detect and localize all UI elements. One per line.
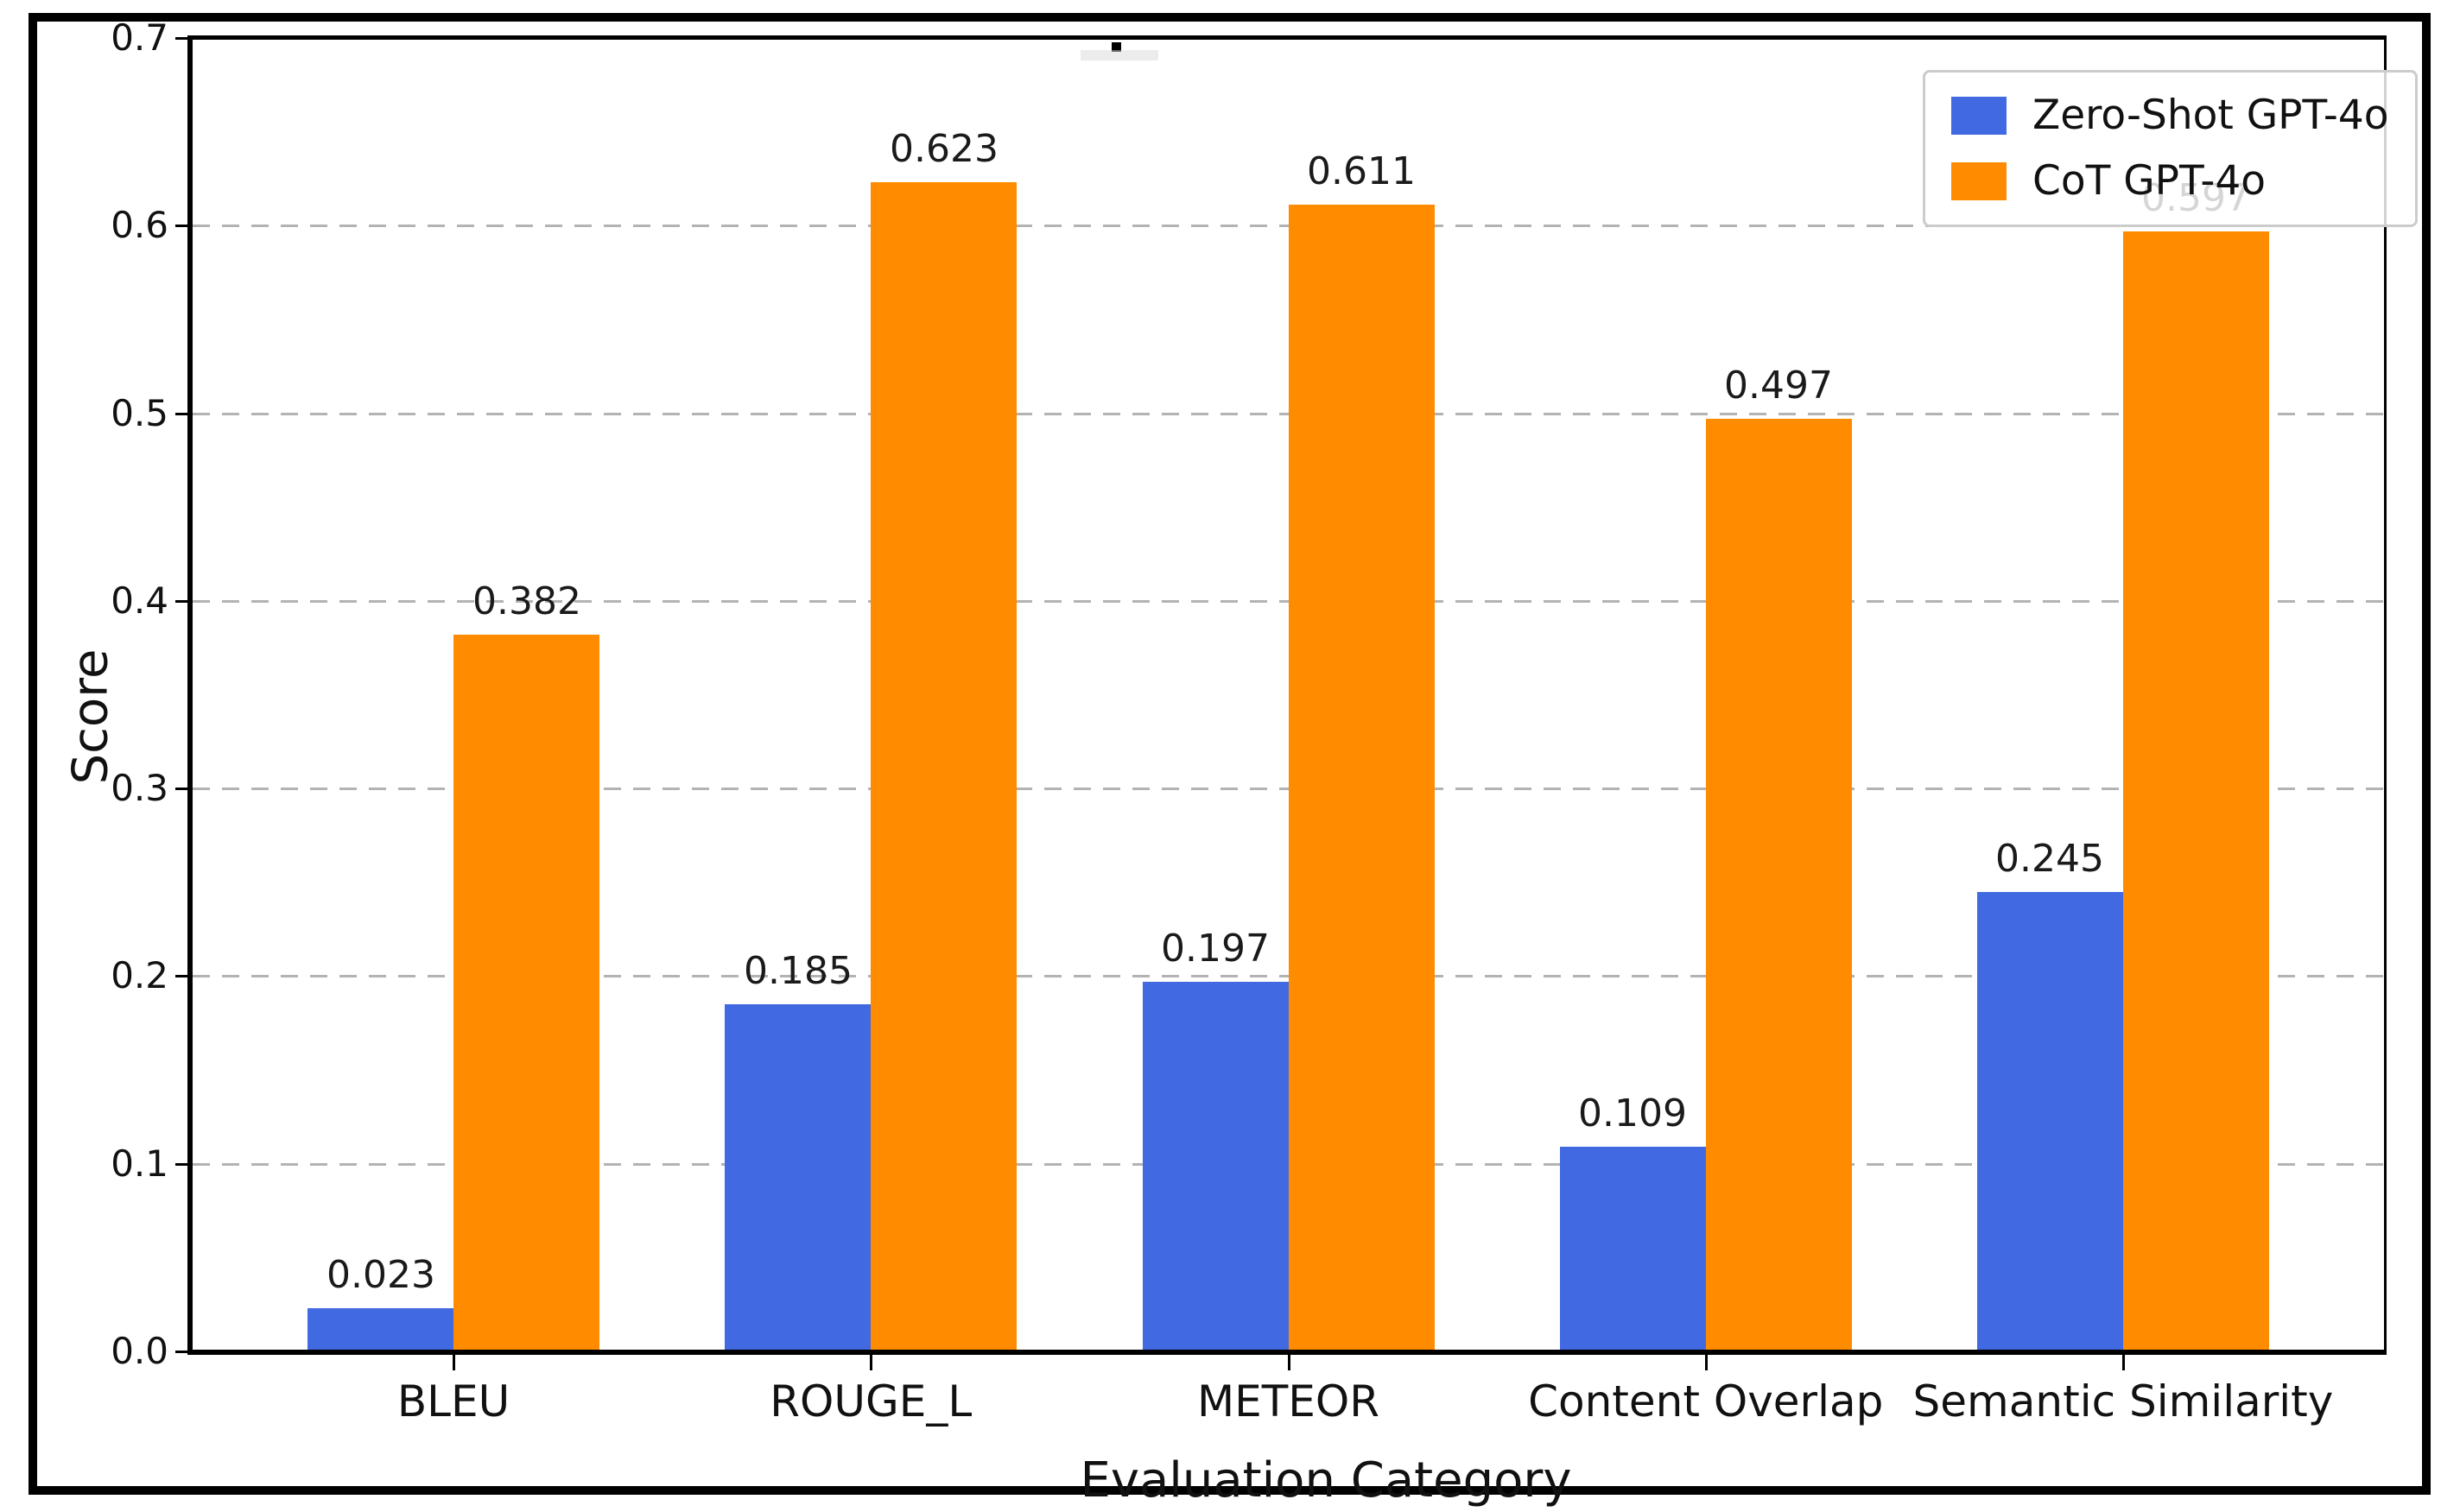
y-tick — [175, 37, 193, 40]
x-tick — [453, 1355, 456, 1370]
bar — [871, 182, 1017, 1353]
value-label: 0.245 — [1995, 837, 2104, 881]
y-tick — [175, 975, 193, 978]
legend-item: Zero-Shot GPT-4o — [1951, 92, 2389, 140]
value-label: 0.497 — [1724, 364, 1833, 408]
x-tick — [1287, 1355, 1290, 1370]
y-tick-label: 0.4 — [111, 579, 168, 622]
bottom-spine — [187, 1350, 2387, 1355]
y-axis-label: Score — [62, 648, 119, 785]
x-tick — [1704, 1355, 1708, 1370]
value-label: 0.197 — [1161, 927, 1270, 971]
x-tick-label: Semantic Similarity — [1912, 1376, 2334, 1427]
bar — [2123, 231, 2269, 1353]
x-tick-label: METEOR — [1197, 1376, 1379, 1427]
x-tick-label: ROUGE_L — [770, 1376, 973, 1427]
top-spine — [193, 35, 2384, 40]
x-tick-label: BLEU — [396, 1376, 510, 1427]
gridline — [193, 225, 2384, 228]
bar — [1706, 419, 1852, 1353]
y-tick-label: 0.2 — [111, 954, 168, 997]
value-label: 0.623 — [890, 127, 999, 171]
clipped-title-fragment — [1112, 42, 1121, 52]
legend-item: CoT GPT-4o — [1951, 157, 2389, 206]
y-tick — [175, 599, 193, 603]
clipped-title-ghost — [1081, 50, 1158, 60]
value-label: 0.023 — [327, 1253, 435, 1297]
gridline — [193, 412, 2384, 415]
value-label: 0.382 — [472, 579, 581, 623]
gridline — [193, 788, 2384, 791]
y-tick-label: 0.0 — [111, 1330, 168, 1372]
legend-label: Zero-Shot GPT-4o — [2032, 92, 2389, 139]
value-label: 0.185 — [744, 949, 853, 993]
y-tick-label: 0.5 — [111, 391, 168, 434]
y-tick-label: 0.3 — [111, 767, 168, 810]
x-axis-label: Evaluation Category — [1080, 1452, 1572, 1509]
bar — [308, 1308, 453, 1353]
y-tick-label: 0.1 — [111, 1142, 168, 1185]
left-spine — [187, 35, 193, 1355]
legend-label: CoT GPT-4o — [2032, 157, 2266, 205]
y-tick — [175, 788, 193, 791]
x-tick-label: Content Overlap — [1528, 1376, 1884, 1427]
gridline — [193, 975, 2384, 978]
y-tick — [175, 225, 193, 228]
y-tick-label: 0.7 — [111, 16, 168, 59]
bar — [1560, 1147, 1706, 1353]
gridline — [193, 599, 2384, 603]
value-label: 0.611 — [1307, 149, 1416, 193]
y-tick — [175, 1351, 193, 1353]
x-tick — [2121, 1355, 2125, 1370]
value-label: 0.109 — [1578, 1091, 1687, 1136]
bar — [453, 635, 599, 1353]
y-tick — [175, 412, 193, 415]
y-tick-label: 0.6 — [111, 204, 168, 247]
legend: Zero-Shot GPT-4o CoT GPT-4o — [1923, 70, 2418, 227]
legend-swatch-zero-shot — [1951, 97, 2007, 135]
y-tick — [175, 1162, 193, 1166]
x-tick — [870, 1355, 873, 1370]
bar — [1143, 982, 1289, 1353]
bar — [1289, 205, 1435, 1353]
legend-swatch-cot — [1951, 162, 2007, 200]
bar — [1977, 892, 2123, 1353]
right-spine — [2384, 35, 2387, 1353]
bar — [725, 1004, 871, 1353]
